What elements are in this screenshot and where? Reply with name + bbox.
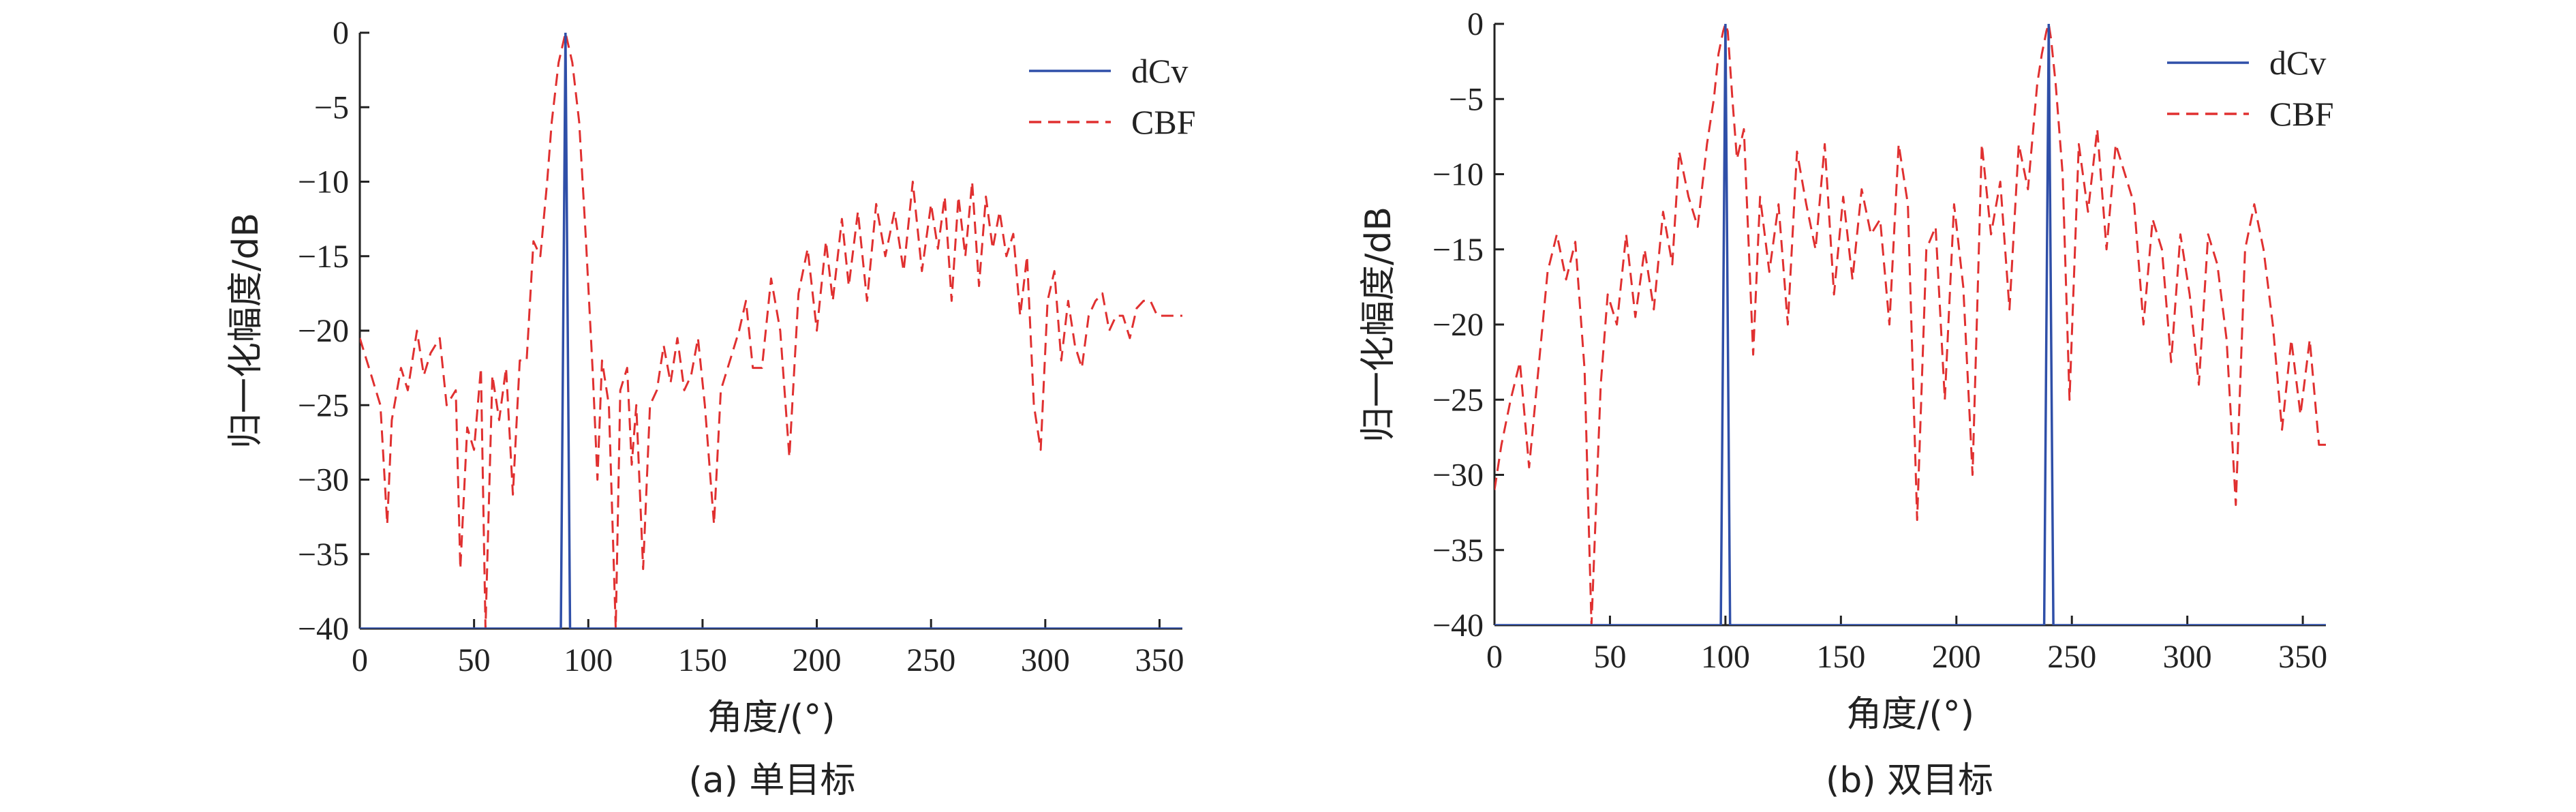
x-tick-label: 350 — [1135, 642, 1184, 678]
x-tick-label: 0 — [352, 642, 368, 678]
y-tick-label: −30 — [1432, 457, 1484, 494]
y-tick-label: −35 — [298, 537, 349, 573]
x-tick-label: 300 — [1021, 642, 1070, 678]
x-tick-label: 200 — [793, 642, 842, 678]
y-tick-label: −35 — [1432, 532, 1484, 569]
y-tick-label: −20 — [1432, 307, 1484, 343]
x-tick-label: 250 — [906, 642, 955, 678]
x-tick-label: 300 — [2163, 639, 2212, 675]
x-tick-label: 150 — [1816, 639, 1865, 675]
legend-label-cbf: CBF — [1131, 103, 1196, 141]
x-tick-label: 0 — [1486, 639, 1503, 675]
y-tick-label: −40 — [298, 611, 349, 647]
legend-label-dcv: dCv — [1131, 52, 1188, 90]
figure-caption: (a) 单目标 — [689, 760, 856, 801]
x-tick-label: 350 — [2278, 639, 2327, 675]
y-tick-label: −15 — [1432, 232, 1484, 268]
y-tick-label: −5 — [314, 89, 349, 125]
y-tick-label: −30 — [298, 462, 349, 498]
series-line-dcv — [1494, 24, 2326, 625]
y-tick-label: −25 — [1432, 382, 1484, 418]
y-tick-label: −40 — [1432, 607, 1484, 644]
y-tick-label: −10 — [1432, 157, 1484, 193]
x-tick-label: 100 — [1701, 639, 1750, 675]
x-tick-label: 100 — [564, 642, 613, 678]
x-axis-label: 角度/(°) — [1846, 694, 1974, 735]
series-line-cbf — [360, 33, 1182, 629]
x-axis-label: 角度/(°) — [707, 697, 835, 738]
y-axis-label: 归一化幅度/dB — [1358, 207, 1399, 442]
legend-label-dcv: dCv — [2269, 44, 2326, 82]
legend-label-cbf: CBF — [2269, 95, 2334, 133]
x-tick-label: 150 — [678, 642, 727, 678]
chart-panel-b: 0 50 100 150 200 250 300 350 0 −5 −10 −15 −20 −25 −30 −… — [1358, 6, 2334, 801]
y-tick-label: −20 — [298, 313, 349, 349]
chart-panel-a: 0 50 100 150 200 250 300 350 0 −5 −10 −15 −20 −25 −30 −… — [226, 15, 1196, 801]
y-tick-label: 0 — [1467, 6, 1484, 42]
y-tick-label: −10 — [298, 164, 349, 200]
y-axis-label: 归一化幅度/dB — [226, 213, 266, 449]
y-tick-label: −5 — [1449, 81, 1484, 117]
y-tick-label: 0 — [333, 15, 349, 51]
x-tick-label: 50 — [458, 642, 491, 678]
figure-caption: (b) 双目标 — [1826, 760, 1993, 801]
series-line-cbf — [1494, 24, 2326, 625]
x-tick-label: 50 — [1593, 639, 1626, 675]
x-tick-label: 250 — [2047, 639, 2096, 675]
y-tick-label: −25 — [298, 387, 349, 423]
y-tick-label: −15 — [298, 239, 349, 275]
x-tick-label: 200 — [1932, 639, 1981, 675]
